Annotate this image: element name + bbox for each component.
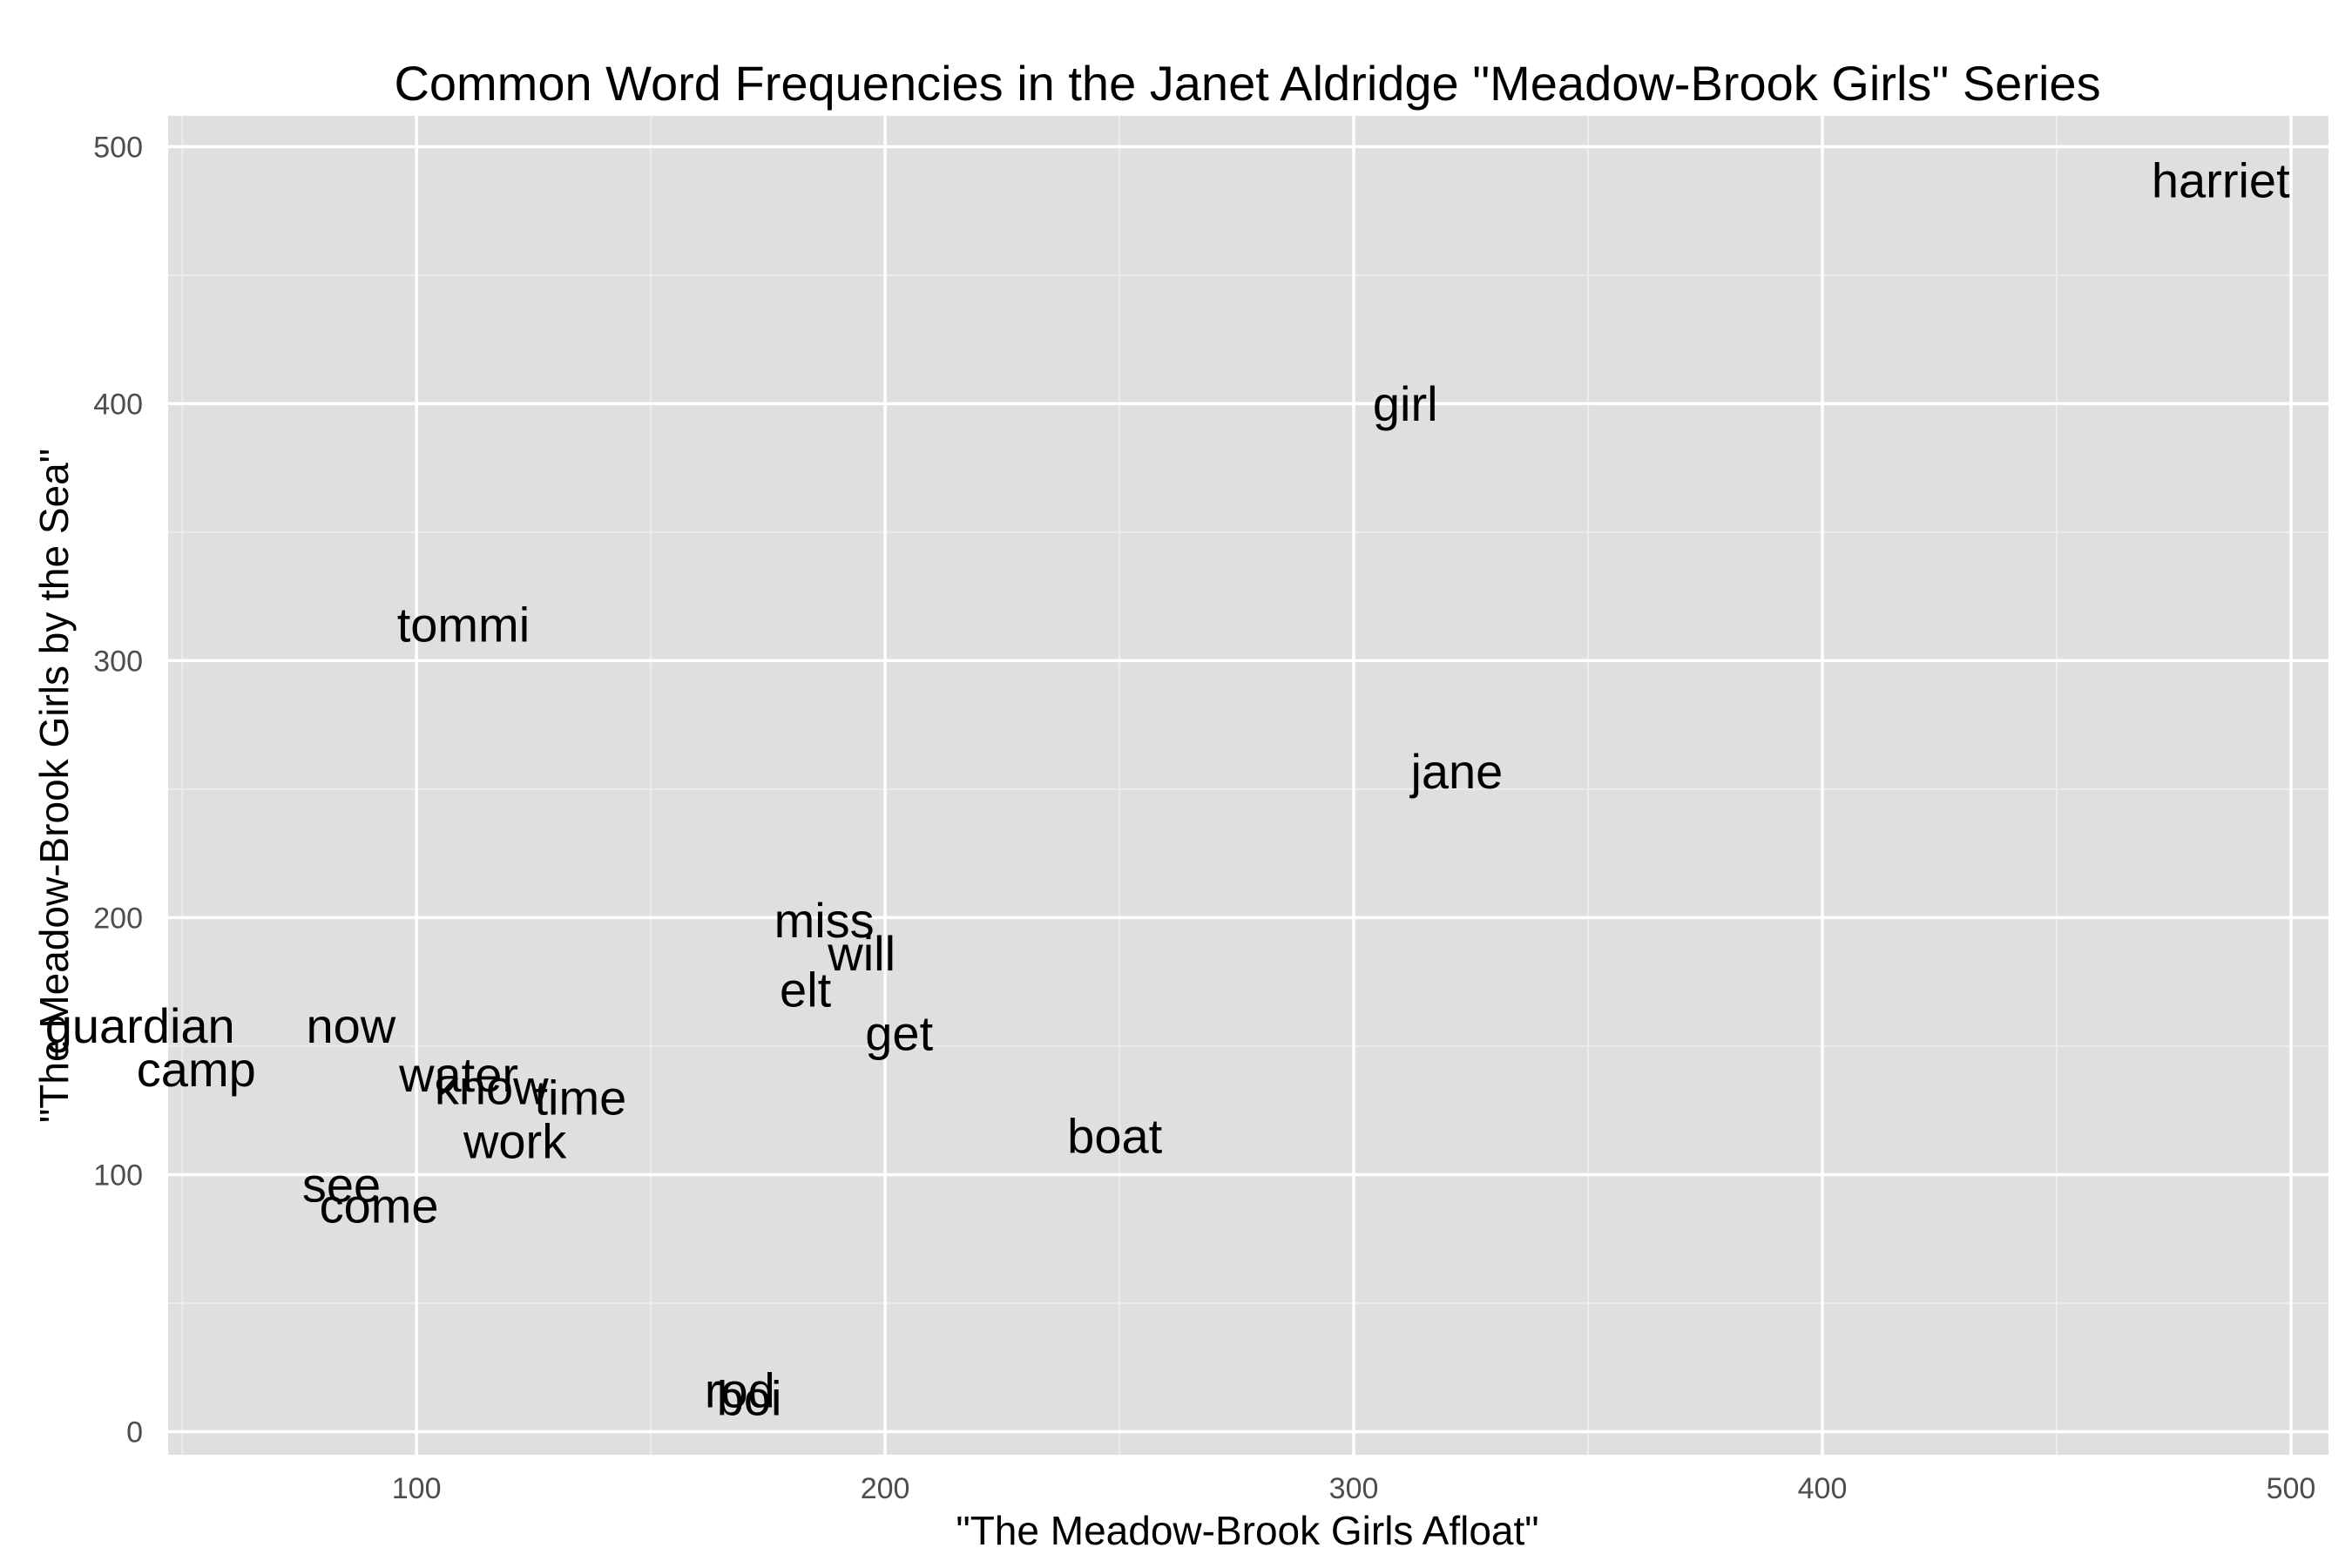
word-point-girl: girl [1373, 376, 1438, 431]
x-tick-label: 200 [861, 1472, 910, 1505]
word-point-harriet: harriet [2152, 152, 2290, 207]
word-point-come: come [320, 1178, 439, 1233]
word-point-see: see [302, 1158, 381, 1213]
grid-layer [168, 116, 2328, 1455]
word-point-now: now [306, 998, 395, 1053]
tick-label-layer: 100 200 300 400 500 0 100 200 300 400 500 [93, 131, 2315, 1505]
word-point-work: work [463, 1114, 567, 1169]
word-point-guardian: guardian [45, 998, 235, 1053]
y-tick-label: 0 [126, 1416, 143, 1449]
y-tick-label: 500 [93, 131, 143, 164]
y-tick-label: 300 [93, 645, 143, 678]
word-point-camp: camp [137, 1042, 256, 1097]
y-tick-label: 400 [93, 388, 143, 421]
y-tick-label: 200 [93, 902, 143, 935]
x-tick-label: 400 [1798, 1472, 1848, 1505]
word-point-time: time [535, 1070, 627, 1125]
y-tick-label: 100 [93, 1159, 143, 1192]
x-axis-title: "The Meadow-Brook Girls Afloat" [956, 1508, 1538, 1553]
word-point-water: water [398, 1047, 518, 1102]
x-tick-label: 100 [392, 1472, 442, 1505]
word-point-elt: elt [780, 963, 832, 1017]
x-tick-label: 300 [1329, 1472, 1379, 1505]
word-point-know: know [435, 1060, 549, 1115]
word-point-rod: rod [705, 1363, 775, 1418]
chart-title: Common Word Frequencies in the Janet Ald… [394, 56, 2100, 111]
word-point-boat: boat [1067, 1109, 1162, 1164]
word-point-boi: boi [717, 1371, 782, 1426]
word-point-get: get [865, 1006, 933, 1061]
word-point-will: will [827, 926, 896, 981]
word-point-miss: miss [774, 893, 875, 948]
word-point-jane: jane [1409, 744, 1503, 799]
plot-panel [168, 116, 2328, 1455]
x-tick-label: 500 [2267, 1472, 2316, 1505]
y-axis-title: "The Meadow-Brook Girls by the Sea" [31, 449, 77, 1123]
word-point-tommi: tommi [397, 598, 530, 652]
